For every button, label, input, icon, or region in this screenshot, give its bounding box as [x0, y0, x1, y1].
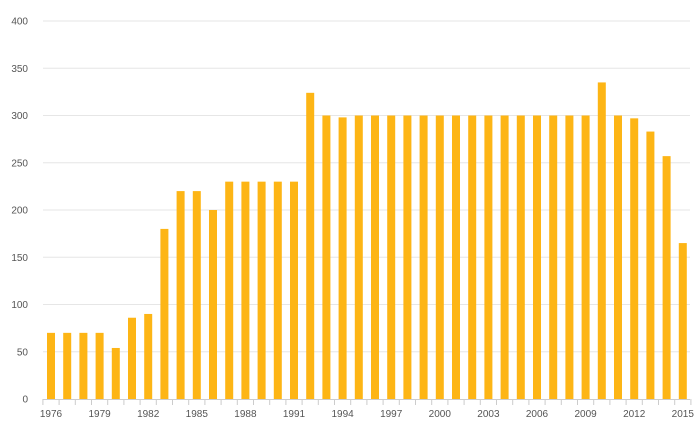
- y-tick-label: 200: [11, 206, 28, 217]
- bar-1986: 1986: 200: [209, 210, 217, 399]
- y-tick-label: 100: [11, 300, 28, 311]
- bar-1978: 1978: 70: [79, 332, 88, 399]
- x-tick-label: 1976: [40, 409, 63, 420]
- bar-2013: 2013: 283: [646, 131, 655, 399]
- bar-2000: 2000: 300: [435, 115, 444, 399]
- x-tick-label: 2012: [623, 409, 646, 420]
- bar-1997: 1997: 300: [387, 115, 396, 399]
- bar-2014: 2014: 257: [662, 156, 671, 399]
- bar-2006: 2006: 300: [533, 115, 541, 399]
- y-tick-labels: 0 50 100 150 200 250 300 350 400: [11, 17, 28, 406]
- axes: [42, 399, 692, 405]
- bar-1976: 1976: 70: [47, 332, 55, 399]
- y-tick-label: 300: [11, 111, 28, 122]
- x-tick-labels: 1976 1979 1982 1985 1988 1991 1994 1997 2000 2003…: [40, 409, 694, 420]
- bar-1985: 1985: 220: [192, 191, 201, 399]
- x-tick-label: 2000: [429, 409, 452, 420]
- bar-1993: 1993: 300: [322, 115, 331, 399]
- bar-1983: 1983: 180: [160, 228, 169, 399]
- y-tick-label: 350: [11, 64, 28, 75]
- x-tick-label: 1979: [88, 409, 111, 420]
- bar-1994: 1994: 298: [338, 117, 347, 399]
- y-tick-label: 400: [11, 17, 28, 28]
- bar-1982: 1982: 90: [144, 313, 153, 399]
- bar-1998: 1998: 300: [403, 115, 412, 399]
- bar-2009: 2009: 300: [581, 115, 590, 399]
- y-tick-label: 150: [11, 253, 28, 264]
- bars: 1976: 70 1977: 70 1978: 70 1979: 70 1980: 54…: [47, 82, 687, 400]
- bar-2008: 2008: 300: [565, 115, 574, 399]
- x-tick-label: 1985: [186, 409, 209, 420]
- x-tick-label: 1994: [331, 409, 354, 420]
- y-tick-label: 50: [17, 347, 29, 358]
- gridlines: [43, 20, 690, 353]
- bar-2005: 2005: 300: [516, 115, 525, 399]
- bar-1992: 1992: 324: [306, 92, 315, 399]
- x-tick-label: 2015: [672, 409, 695, 420]
- bar-2012: 2012: 297: [630, 118, 639, 400]
- bar-2010: 2010: 335: [597, 82, 606, 400]
- x-tick-label: 1997: [380, 409, 403, 420]
- bar-1979: 1979: 70: [95, 332, 104, 399]
- bar-2001: 2001: 300: [452, 115, 460, 399]
- x-tick-label: 1982: [137, 409, 160, 420]
- x-tick-label: 2003: [477, 409, 500, 420]
- x-tick-label: 2009: [574, 409, 597, 420]
- bar-1989: 1989: 230: [257, 181, 266, 399]
- bar-2011: 2011: 300: [614, 115, 622, 399]
- x-tick-label: 2006: [526, 409, 549, 420]
- bar-1987: 1987: 230: [225, 181, 234, 399]
- bar-1999: 1999: 300: [419, 115, 428, 399]
- bar-1996: 1996: 300: [371, 115, 379, 399]
- x-tick-label: 1991: [283, 409, 306, 420]
- bar-1980: 1980: 54: [111, 347, 120, 399]
- y-tick-label: 0: [22, 395, 28, 406]
- bar-1990: 1990: 230: [273, 181, 282, 399]
- bar-1977: 1977: 70: [63, 332, 72, 399]
- bar-1991: 1991: 230: [290, 181, 298, 399]
- y-tick-label: 250: [11, 158, 28, 169]
- x-tick-label: 1988: [234, 409, 257, 420]
- bar-2004: 2004: 300: [500, 115, 509, 399]
- bar-2015: 2015: 165: [678, 243, 687, 399]
- bar-1995: 1995: 300: [354, 115, 363, 399]
- bar-1984: 1984: 220: [176, 191, 185, 399]
- bar-1988: 1988: 230: [241, 181, 250, 399]
- bar-2003: 2003: 300: [484, 115, 493, 399]
- bar-1981: 1981: 86: [128, 317, 136, 399]
- bar-2007: 2007: 300: [549, 115, 558, 399]
